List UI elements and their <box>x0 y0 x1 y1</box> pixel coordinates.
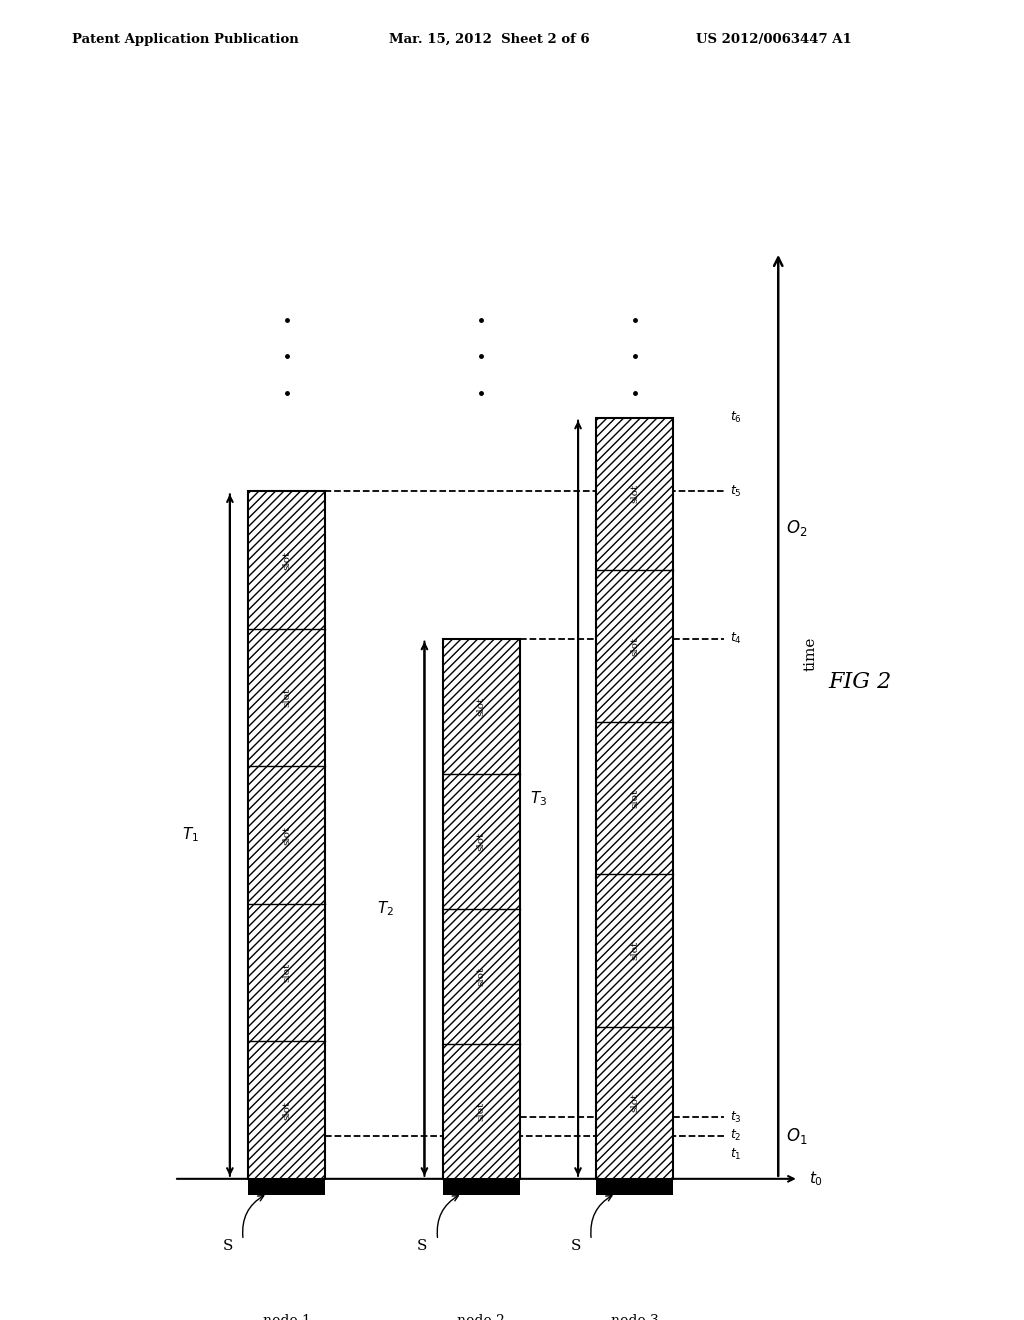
Text: slot: slot <box>477 697 485 715</box>
Text: slot: slot <box>631 1093 639 1113</box>
Text: $T_2$: $T_2$ <box>377 899 393 919</box>
Text: $T_3$: $T_3$ <box>530 789 547 808</box>
Bar <box>442 1179 519 1195</box>
Bar <box>249 1179 326 1195</box>
Text: $t_2$: $t_2$ <box>729 1129 741 1143</box>
Text: FIG 2: FIG 2 <box>828 671 892 693</box>
Text: Mar. 15, 2012  Sheet 2 of 6: Mar. 15, 2012 Sheet 2 of 6 <box>389 33 590 46</box>
Text: slot: slot <box>477 1102 485 1121</box>
Text: slot: slot <box>477 966 485 986</box>
Text: slot: slot <box>283 550 291 570</box>
Text: slot: slot <box>477 832 485 851</box>
Text: S: S <box>222 1239 233 1254</box>
Text: slot: slot <box>631 484 639 503</box>
Text: US 2012/0063447 A1: US 2012/0063447 A1 <box>696 33 852 46</box>
Text: slot: slot <box>283 825 291 845</box>
Text: $O_2$: $O_2$ <box>786 519 807 539</box>
Bar <box>596 1179 674 1195</box>
Text: node 3: node 3 <box>611 1313 658 1320</box>
Text: slot: slot <box>283 688 291 708</box>
Text: $O_1$: $O_1$ <box>786 1126 807 1146</box>
Text: slot: slot <box>283 1101 291 1119</box>
Bar <box>442 639 519 1179</box>
Text: $t_6$: $t_6$ <box>729 411 741 425</box>
Bar <box>596 417 674 1179</box>
Text: Patent Application Publication: Patent Application Publication <box>72 33 298 46</box>
Text: slot: slot <box>631 636 639 656</box>
Bar <box>249 491 326 1179</box>
Text: $t_5$: $t_5$ <box>729 484 741 499</box>
Text: slot: slot <box>283 964 291 982</box>
Text: S: S <box>417 1239 428 1254</box>
Text: $t_0$: $t_0$ <box>809 1170 823 1188</box>
Text: S: S <box>570 1239 582 1254</box>
Text: node 1: node 1 <box>263 1313 310 1320</box>
Text: $T_1$: $T_1$ <box>182 826 200 845</box>
Text: $t_3$: $t_3$ <box>729 1110 741 1125</box>
Text: slot: slot <box>631 788 639 808</box>
Text: slot: slot <box>631 941 639 960</box>
Text: $t_1$: $t_1$ <box>729 1147 741 1162</box>
Text: $t_4$: $t_4$ <box>729 631 741 647</box>
Text: node 2: node 2 <box>458 1313 505 1320</box>
Text: time: time <box>804 636 818 671</box>
